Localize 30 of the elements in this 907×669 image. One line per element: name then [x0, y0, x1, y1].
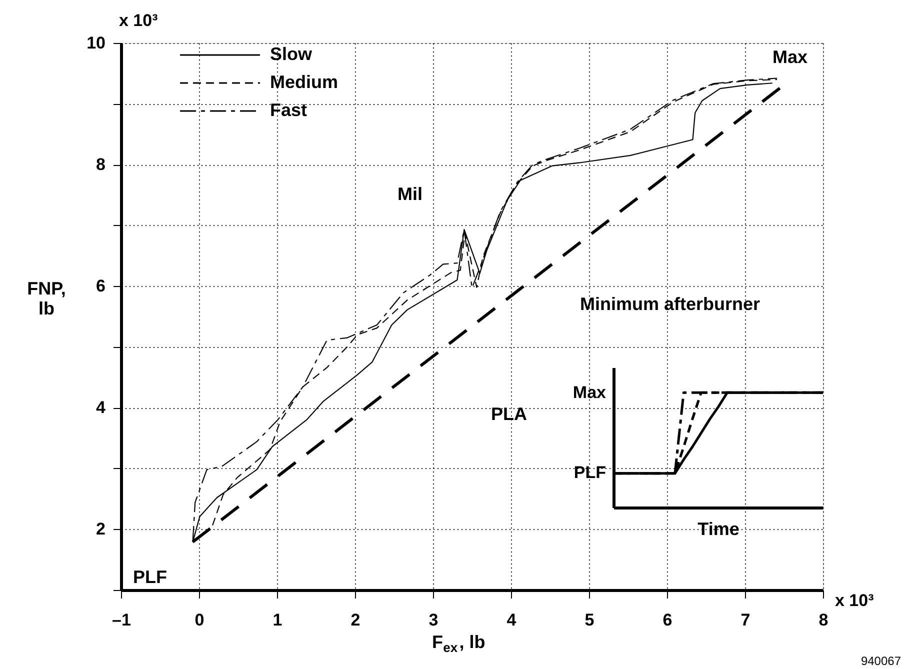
y-axis-title: FNP, lb: [27, 278, 66, 318]
x-tick-label: 5: [584, 610, 594, 630]
x-tick-label: 4: [506, 610, 517, 630]
y-axis-title: PLA: [491, 404, 527, 424]
y-tick-label: 10: [86, 34, 106, 52]
text: x 10³: [835, 591, 874, 610]
x-tick-label: 2: [350, 610, 360, 630]
legend-label: Fast: [270, 100, 308, 120]
legend-label: Slow: [270, 44, 313, 64]
legend-label: Medium: [270, 72, 338, 92]
y-tick-label: 2: [96, 520, 106, 539]
annotation: Max: [772, 47, 808, 67]
x-axis-title: Time: [698, 519, 740, 539]
y-tick-label: 6: [96, 276, 106, 296]
annotation: Max: [572, 383, 607, 402]
y-tick-label: 4: [96, 398, 106, 418]
annotation: PLF: [574, 463, 606, 482]
x-tick-label: 0: [194, 610, 204, 630]
x-tick-label: 6: [662, 610, 672, 630]
x-tick-label: –1: [112, 610, 131, 630]
x-tick-label: 1: [272, 610, 282, 630]
text: x 10³: [119, 11, 158, 30]
x-tick-label: 8: [818, 610, 828, 630]
annotation: PLF: [133, 567, 167, 587]
annotation: Mil: [398, 184, 422, 204]
annotation: Minimum afterburner: [580, 294, 760, 314]
x-tick-label: 7: [740, 610, 750, 630]
text: 940067: [860, 654, 902, 668]
y-tick-label: 8: [96, 155, 106, 174]
x-tick-label: 3: [428, 610, 438, 630]
